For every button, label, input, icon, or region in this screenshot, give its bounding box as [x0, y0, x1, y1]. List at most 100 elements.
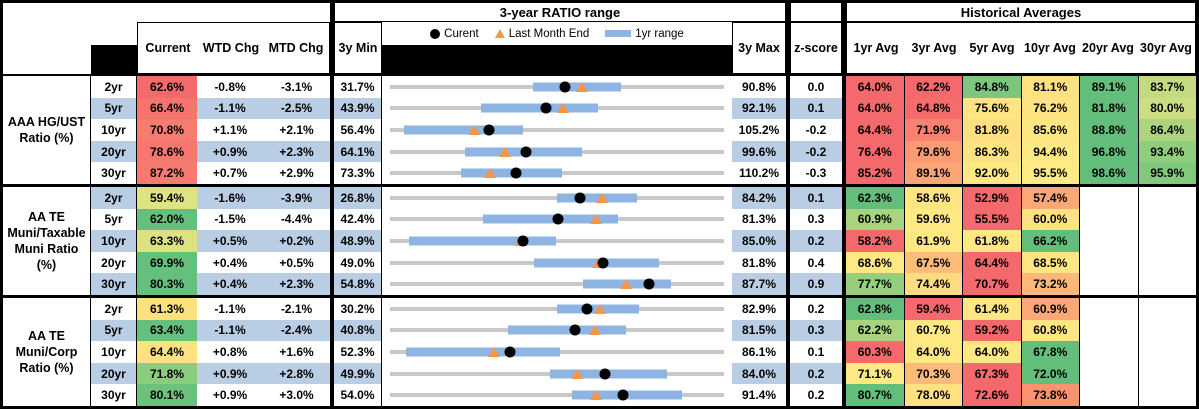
- 3y-min-cell: 56.4%: [334, 119, 382, 141]
- current-dot-icon: [617, 389, 629, 401]
- 1yr-range-bar: [481, 103, 598, 113]
- section-divider: [330, 319, 334, 342]
- z-score-cell: -0.3: [805, 166, 827, 181]
- section-divider: [786, 119, 790, 141]
- avg-cell: 60.0%: [1020, 208, 1079, 231]
- last-month-triangle-icon: [498, 146, 511, 157]
- range-chart-cell: [382, 187, 732, 209]
- tenor-cell: 30yr: [91, 273, 137, 295]
- current-cell: 80.3%: [137, 273, 197, 295]
- avg-cell: [1079, 251, 1138, 274]
- section-divider: [330, 384, 334, 406]
- avg-cell: 62.3%: [846, 187, 904, 209]
- avg-cell: 81.8%: [1079, 97, 1138, 120]
- range-chart-cell: [382, 298, 732, 320]
- mtd-chg-cell: -4.4%: [280, 212, 313, 227]
- wtd-chg-cell: +0.8%: [212, 344, 248, 359]
- col-header-30yr-avg: 30yr Avg: [1140, 41, 1192, 55]
- avg-cell: 71.9%: [903, 119, 962, 141]
- last-month-triangle-icon: [590, 214, 603, 225]
- table-row: 10yr 63.3% +0.5% +0.2% 48.9% 85.0% 0.2 58.2% 61.…: [91, 230, 1196, 252]
- avg-cells: 62.8% 59.4% 61.4% 60.9%: [846, 298, 1196, 320]
- avg-cell: 70.7%: [962, 273, 1021, 295]
- mtd-chg-cell: -2.1%: [280, 301, 313, 316]
- z-score-cell: -0.2: [790, 140, 842, 163]
- avg-cell: 59.4%: [903, 298, 962, 320]
- avg-cell: 84.8%: [962, 76, 1021, 98]
- current-dot-icon: [504, 346, 516, 358]
- section-divider: [786, 362, 790, 385]
- tenor-cell: 10yr: [91, 230, 137, 252]
- current-dot-icon: [559, 81, 571, 93]
- 3y-min-cell: 54.8%: [334, 273, 382, 295]
- current-dot-icon: [520, 146, 532, 158]
- mtd-chg-cell: +2.3%: [263, 273, 330, 295]
- section-divider: [842, 273, 846, 295]
- 3y-min-cell: 52.3%: [334, 341, 382, 363]
- wtd-chg-cell: +0.4%: [212, 255, 248, 270]
- avg-cell: [1137, 208, 1197, 231]
- tenor-cell: 10yr: [91, 119, 137, 141]
- 3y-max-cell: 81.3%: [741, 212, 777, 227]
- table-row: 5yr 63.4% -1.1% -2.4% 40.8% 81.5% 0.3 62.2% 60.7…: [91, 319, 1196, 342]
- avg-cell: 92.0%: [962, 162, 1021, 184]
- section-divider: [842, 230, 846, 252]
- col-header-3yr-avg: 3yr Avg: [911, 41, 957, 55]
- range-track: [390, 306, 724, 311]
- 3y-max-cell: 82.9%: [741, 301, 777, 316]
- col-header-20yr-avg: 20yr Avg: [1082, 41, 1134, 55]
- section-divider: [786, 3, 790, 22]
- mtd-chg-cell: -2.4%: [263, 319, 330, 342]
- chart-legend: Curent Last Month End 1yr range: [382, 22, 732, 45]
- z-score-cell: -0.2: [805, 122, 827, 137]
- section-divider: [330, 22, 334, 74]
- group-rows: 2yr 61.3% -1.1% -2.1% 30.2% 82.9% 0.2 62.8% 59.4…: [91, 298, 1196, 406]
- wtd-chg-cell: -1.6%: [197, 187, 263, 209]
- section-divider: [330, 187, 334, 209]
- 3y-min-cell: 49.0%: [334, 251, 382, 274]
- range-chart-cell: [382, 384, 732, 406]
- table-row: 30yr 87.2% +0.7% +2.9% 73.3% 110.2% -0.3 85.2% 8…: [91, 162, 1196, 184]
- avg-cell: 93.4%: [1137, 140, 1196, 163]
- tenor-cell: 5yr: [91, 208, 137, 231]
- section-divider: [330, 251, 334, 274]
- avg-cell: [1079, 341, 1138, 363]
- section-divider: [786, 251, 790, 274]
- table-row: 30yr 80.1% +0.9% +3.0% 54.0% 91.4% 0.2 80.7% 78.…: [91, 384, 1196, 406]
- avg-cell: 62.8%: [846, 298, 904, 320]
- table-row: 30yr 80.3% +0.4% +2.3% 54.8% 87.7% 0.9 77.7% 74.…: [91, 273, 1196, 295]
- avg-cell: 67.3%: [962, 362, 1021, 385]
- col-header-wtd-chg: WTD Chg: [202, 41, 260, 55]
- avg-cell: 64.0%: [903, 341, 962, 363]
- 3y-min-cell: 43.9%: [334, 97, 382, 120]
- tenor-cell: 20yr: [91, 362, 137, 385]
- last-month-triangle-icon: [483, 168, 496, 179]
- col-header-current: Current: [145, 41, 191, 55]
- section-divider: [842, 341, 846, 363]
- 3y-min-cell: 48.9%: [334, 230, 382, 252]
- 1yr-range-bar: [508, 325, 627, 335]
- col-header-3y-max: 3y Max: [732, 22, 786, 74]
- avg-cell: 77.7%: [846, 273, 904, 295]
- tenor-cell: 2yr: [91, 187, 137, 209]
- avg-cell: 66.2%: [1020, 230, 1079, 252]
- tenor-cell: 5yr: [91, 97, 137, 120]
- banner-row: 3-year RATIO range Historical Averages: [3, 3, 1196, 22]
- avg-cell: 72.6%: [962, 384, 1021, 406]
- avg-cell: 59.2%: [962, 319, 1021, 342]
- section-divider: [786, 341, 790, 363]
- range-chart-cell: [382, 362, 732, 385]
- avg-cell: 68.5%: [1020, 251, 1079, 274]
- 1yr-range-bar: [482, 214, 618, 224]
- avg-cell: [1137, 341, 1197, 363]
- avg-cell: 60.7%: [903, 319, 962, 342]
- avg-cell: 58.2%: [846, 230, 904, 252]
- mtd-chg-cell: +3.0%: [279, 388, 314, 403]
- avg-cells: 64.0% 64.8% 75.6% 76.2% 81.8% 80.0%: [846, 97, 1196, 120]
- table-row: 10yr 64.4% +0.8% +1.6% 52.3% 86.1% 0.1 60.3% 64.…: [91, 341, 1196, 363]
- section-divider: [330, 119, 334, 141]
- avg-cell: [1137, 384, 1197, 406]
- avg-cell: 80.7%: [846, 384, 904, 406]
- avg-cell: 89.1%: [1079, 76, 1138, 98]
